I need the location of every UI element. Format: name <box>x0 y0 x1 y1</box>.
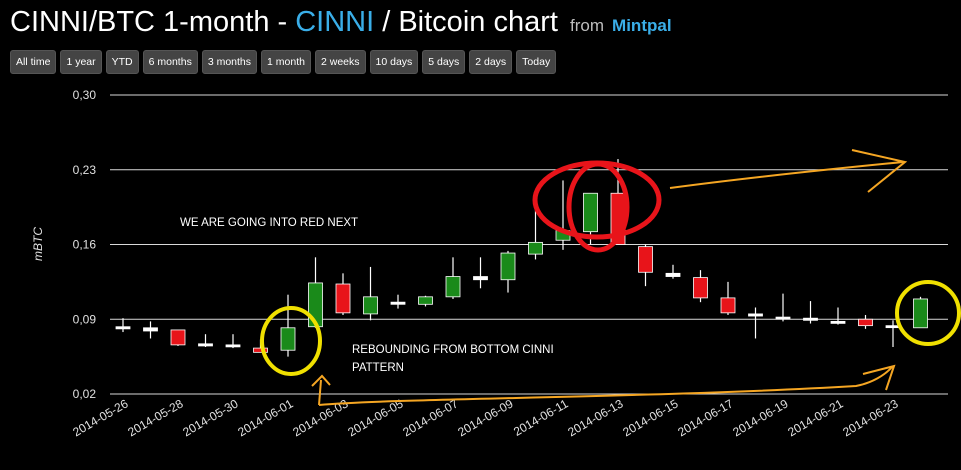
range-button-all-time[interactable]: All time <box>10 50 57 74</box>
title-prefix: CINNI/BTC 1-month - <box>10 6 296 38</box>
red-circle-annotation <box>566 161 630 253</box>
candle-body <box>143 327 158 332</box>
yellow-circle-annotation <box>895 280 961 346</box>
range-button-ytd[interactable]: YTD <box>105 50 139 74</box>
candle-body <box>500 252 516 281</box>
arrow-annotation <box>318 366 893 406</box>
candle-body <box>720 297 736 314</box>
x-tick-label: 2014-06-09 <box>455 396 515 439</box>
candle-body <box>445 276 461 298</box>
range-button-5-days[interactable]: 5 days <box>422 50 466 74</box>
annotation-text-red-next: WE ARE GOING INTO RED NEXT <box>180 217 358 229</box>
y-tick-label: 0,02 <box>73 387 97 401</box>
candle-body <box>363 296 378 315</box>
candle-body <box>390 301 406 305</box>
candle-body <box>693 277 708 299</box>
source-link[interactable]: Mintpal <box>612 16 672 35</box>
range-button-3-months[interactable]: 3 months <box>201 50 258 74</box>
y-tick-label: 0,16 <box>73 238 97 252</box>
x-tick-label: 2014-06-01 <box>235 396 295 439</box>
candle-body <box>858 318 873 327</box>
x-tick-label: 2014-06-17 <box>675 396 735 439</box>
range-button-10-days[interactable]: 10 days <box>369 50 419 74</box>
y-axis-label: mBTC <box>31 227 45 261</box>
y-tick-label: 0,09 <box>73 312 97 326</box>
candle-body <box>913 298 928 329</box>
range-button-2-weeks[interactable]: 2 weeks <box>314 50 366 74</box>
x-tick-label: 2014-05-28 <box>125 396 185 439</box>
candle-body <box>115 326 131 330</box>
x-tick-label: 2014-06-21 <box>785 396 845 439</box>
candle-body <box>830 320 846 324</box>
annotation-text-rebounding: REBOUNDING FROM BOTTOM CINNI <box>352 344 554 356</box>
arrow-annotation <box>311 374 331 387</box>
candle-body <box>225 344 241 348</box>
x-tick-label: 2014-05-26 <box>70 396 130 439</box>
title-coin-link[interactable]: CINNI <box>295 6 375 38</box>
candle-body <box>418 296 433 305</box>
candle-body <box>170 329 186 346</box>
x-tick-label: 2014-06-19 <box>730 396 790 439</box>
candle-body <box>775 316 791 320</box>
arrow-annotation <box>851 149 908 193</box>
arrow-annotation <box>862 364 896 391</box>
candle-body <box>665 272 681 277</box>
arrow-annotation <box>318 379 322 406</box>
candle-body <box>748 313 763 317</box>
arrow-annotation <box>669 161 904 189</box>
range-button-1-month[interactable]: 1 month <box>261 50 311 74</box>
time-range-selector: All time 1 year YTD 6 months 3 months 1 month… <box>10 50 557 74</box>
candle-body <box>583 192 598 233</box>
y-tick-label: 0,23 <box>73 163 97 177</box>
from-label: from <box>569 16 604 35</box>
x-tick-label: 2014-06-23 <box>840 396 900 439</box>
x-tick-label: 2014-06-11 <box>511 396 571 439</box>
x-tick-label: 2014-06-15 <box>620 396 680 439</box>
candle-body <box>638 246 653 273</box>
candle-body <box>198 343 213 347</box>
candle-body <box>473 276 488 281</box>
annotation-text-pattern: PATTERN <box>352 362 404 374</box>
x-tick-label: 2014-06-13 <box>565 396 625 439</box>
candle-body <box>803 317 818 321</box>
candle-body <box>253 347 268 353</box>
x-tick-label: 2014-05-30 <box>180 396 240 439</box>
candle-body <box>335 283 351 314</box>
chart-title: CINNI/BTC 1-month - CINNI / Bitcoin char… <box>10 4 672 40</box>
range-button-6-months[interactable]: 6 months <box>142 50 198 74</box>
range-button-1-year[interactable]: 1 year <box>60 50 102 74</box>
candle-body <box>280 327 296 351</box>
x-tick-label: 2014-06-07 <box>400 396 460 439</box>
range-button-today[interactable]: Today <box>516 50 557 74</box>
title-suffix: / Bitcoin chart <box>374 6 558 38</box>
y-tick-label: 0,30 <box>73 88 97 102</box>
candle-body <box>528 241 543 255</box>
range-button-2-days[interactable]: 2 days <box>469 50 513 74</box>
yellow-circle-annotation <box>260 306 322 376</box>
